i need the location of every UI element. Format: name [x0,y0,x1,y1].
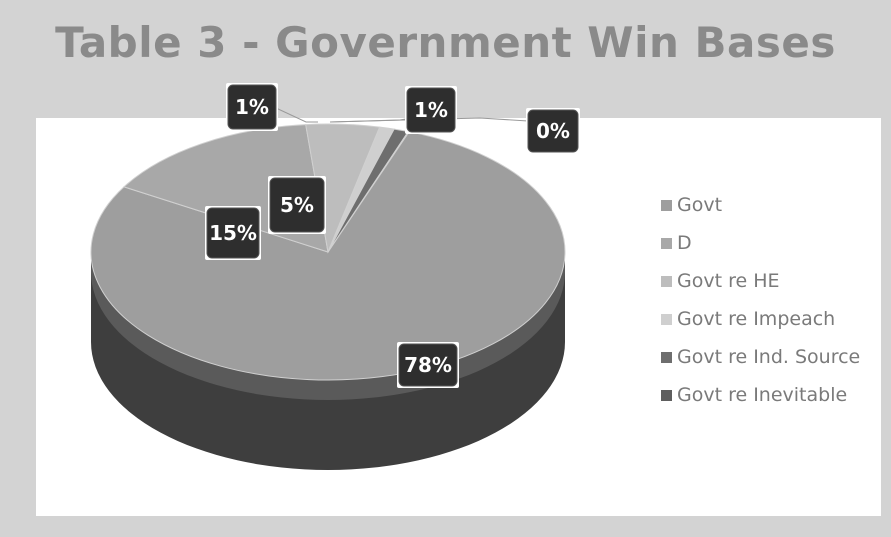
data-label-text: 15% [209,221,257,245]
legend-swatch [661,390,672,401]
data-label-4: 1% [226,83,278,131]
legend-swatch [661,238,672,249]
chart-legend: Govt D Govt re HE Govt re Impeach Govt re In… [661,186,891,414]
legend-item: Govt [661,186,891,224]
legend-label: Govt re HE [677,270,780,292]
legend-swatch [661,276,672,287]
legend-label: Govt re Inevitable [677,384,847,406]
legend-label: Govt re Ind. Source [677,346,860,368]
leader-line-4 [276,108,318,122]
data-label-6: 0% [526,108,580,154]
data-label-text: 1% [414,98,448,122]
legend-swatch [661,352,672,363]
legend-item: Govt re HE [661,262,891,300]
data-label-text: 5% [280,193,314,217]
data-label-2: 15% [205,206,261,260]
legend-item: Govt re Inevitable [661,376,891,414]
legend-swatch [661,314,672,325]
legend-item: Govt re Ind. Source [661,338,891,376]
legend-label: Govt [677,194,722,216]
legend-label: D [677,232,692,254]
legend-label: Govt re Impeach [677,308,835,330]
data-label-text: 78% [404,353,452,377]
data-label-5: 1% [405,86,457,134]
legend-swatch [661,200,672,211]
data-label-text: 1% [235,95,269,119]
legend-item: Govt re Impeach [661,300,891,338]
data-label-text: 0% [536,119,570,143]
legend-item: D [661,224,891,262]
data-label-3: 5% [268,176,326,234]
data-label-1: 78% [397,342,459,388]
